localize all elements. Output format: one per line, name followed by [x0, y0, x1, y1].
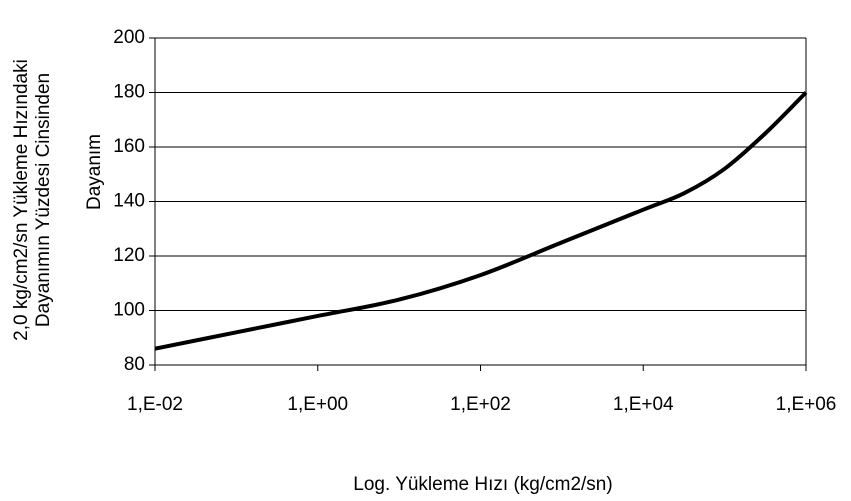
x-tick-label: 1,E+06: [776, 394, 837, 415]
y-tick-label: 160: [113, 136, 145, 157]
y-axis-label: 2,0 kg/cm2/sn Yükleme Hızındaki: [11, 59, 32, 341]
x-tick-label: 1,E+04: [613, 394, 674, 415]
y-tick-label: 180: [113, 82, 145, 103]
y-axis-label: Dayanımın Yüzdesi Cinsinden: [33, 73, 54, 327]
y-tick-label: 100: [113, 300, 145, 321]
y-tick-label: 140: [113, 191, 145, 212]
x-axis-label: Log. Yükleme Hızı (kg/cm2/sn): [353, 474, 612, 495]
y-tick-label: 80: [124, 354, 145, 375]
y-tick-label: 200: [113, 27, 145, 48]
x-tick-label: 1,E-02: [127, 394, 183, 415]
x-tick-label: 1,E+02: [450, 394, 511, 415]
line: [154, 91, 808, 351]
x-tick-label: 1,E+00: [287, 394, 348, 415]
y-tick-label: 120: [113, 245, 145, 266]
y-axis-label: Dayanım: [84, 134, 105, 210]
